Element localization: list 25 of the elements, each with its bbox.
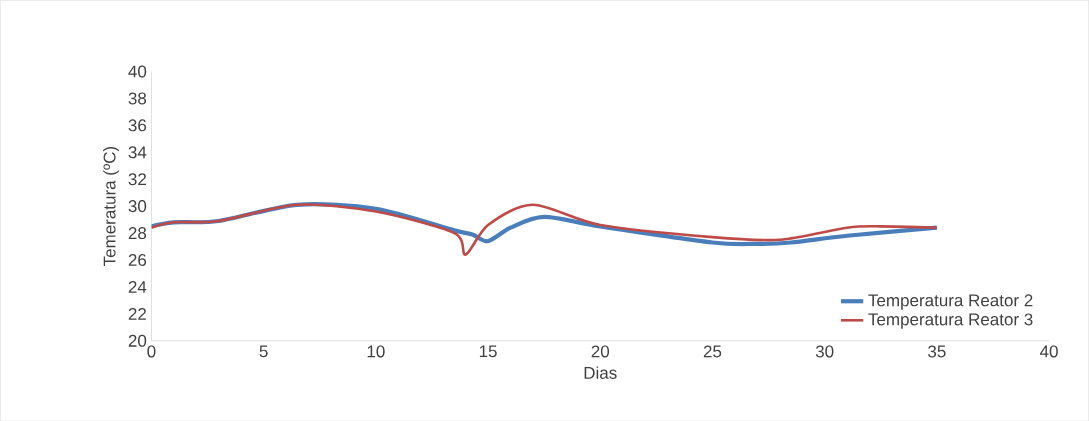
y-tick-label: 34	[128, 146, 147, 159]
y-tick-label: 28	[128, 226, 147, 239]
x-axis-title: Dias	[584, 366, 617, 379]
x-tick-label: 10	[367, 345, 385, 358]
x-tick-label: 20	[591, 345, 610, 358]
x-tick-label: 25	[703, 345, 722, 358]
line-series	[151, 203, 939, 256]
x-tick-label: 5	[259, 345, 268, 358]
y-tick-label: 36	[128, 119, 147, 132]
legend-label: Temperatura Reator 2	[868, 294, 1033, 310]
y-tick-label: 24	[128, 280, 147, 293]
y-tick-label: 22	[128, 307, 146, 320]
y-tick-label: 20	[128, 334, 147, 347]
y-tick-label: 32	[128, 173, 146, 186]
x-tick-label: 0	[147, 345, 156, 358]
y-tick-label: 26	[128, 253, 147, 266]
x-tick-label: 35	[928, 345, 946, 358]
y-tick-label: 38	[128, 92, 147, 105]
x-tick-label: 40	[1039, 345, 1058, 358]
legend-label: Temperatura Reator 3	[868, 313, 1033, 329]
y-tick-label: 30	[128, 199, 147, 212]
x-tick-label: 30	[815, 345, 834, 358]
y-tick-label: 40	[128, 65, 147, 78]
y-axis-title: Temeratura (ºC)	[103, 146, 119, 266]
x-tick-label: 15	[479, 345, 497, 358]
